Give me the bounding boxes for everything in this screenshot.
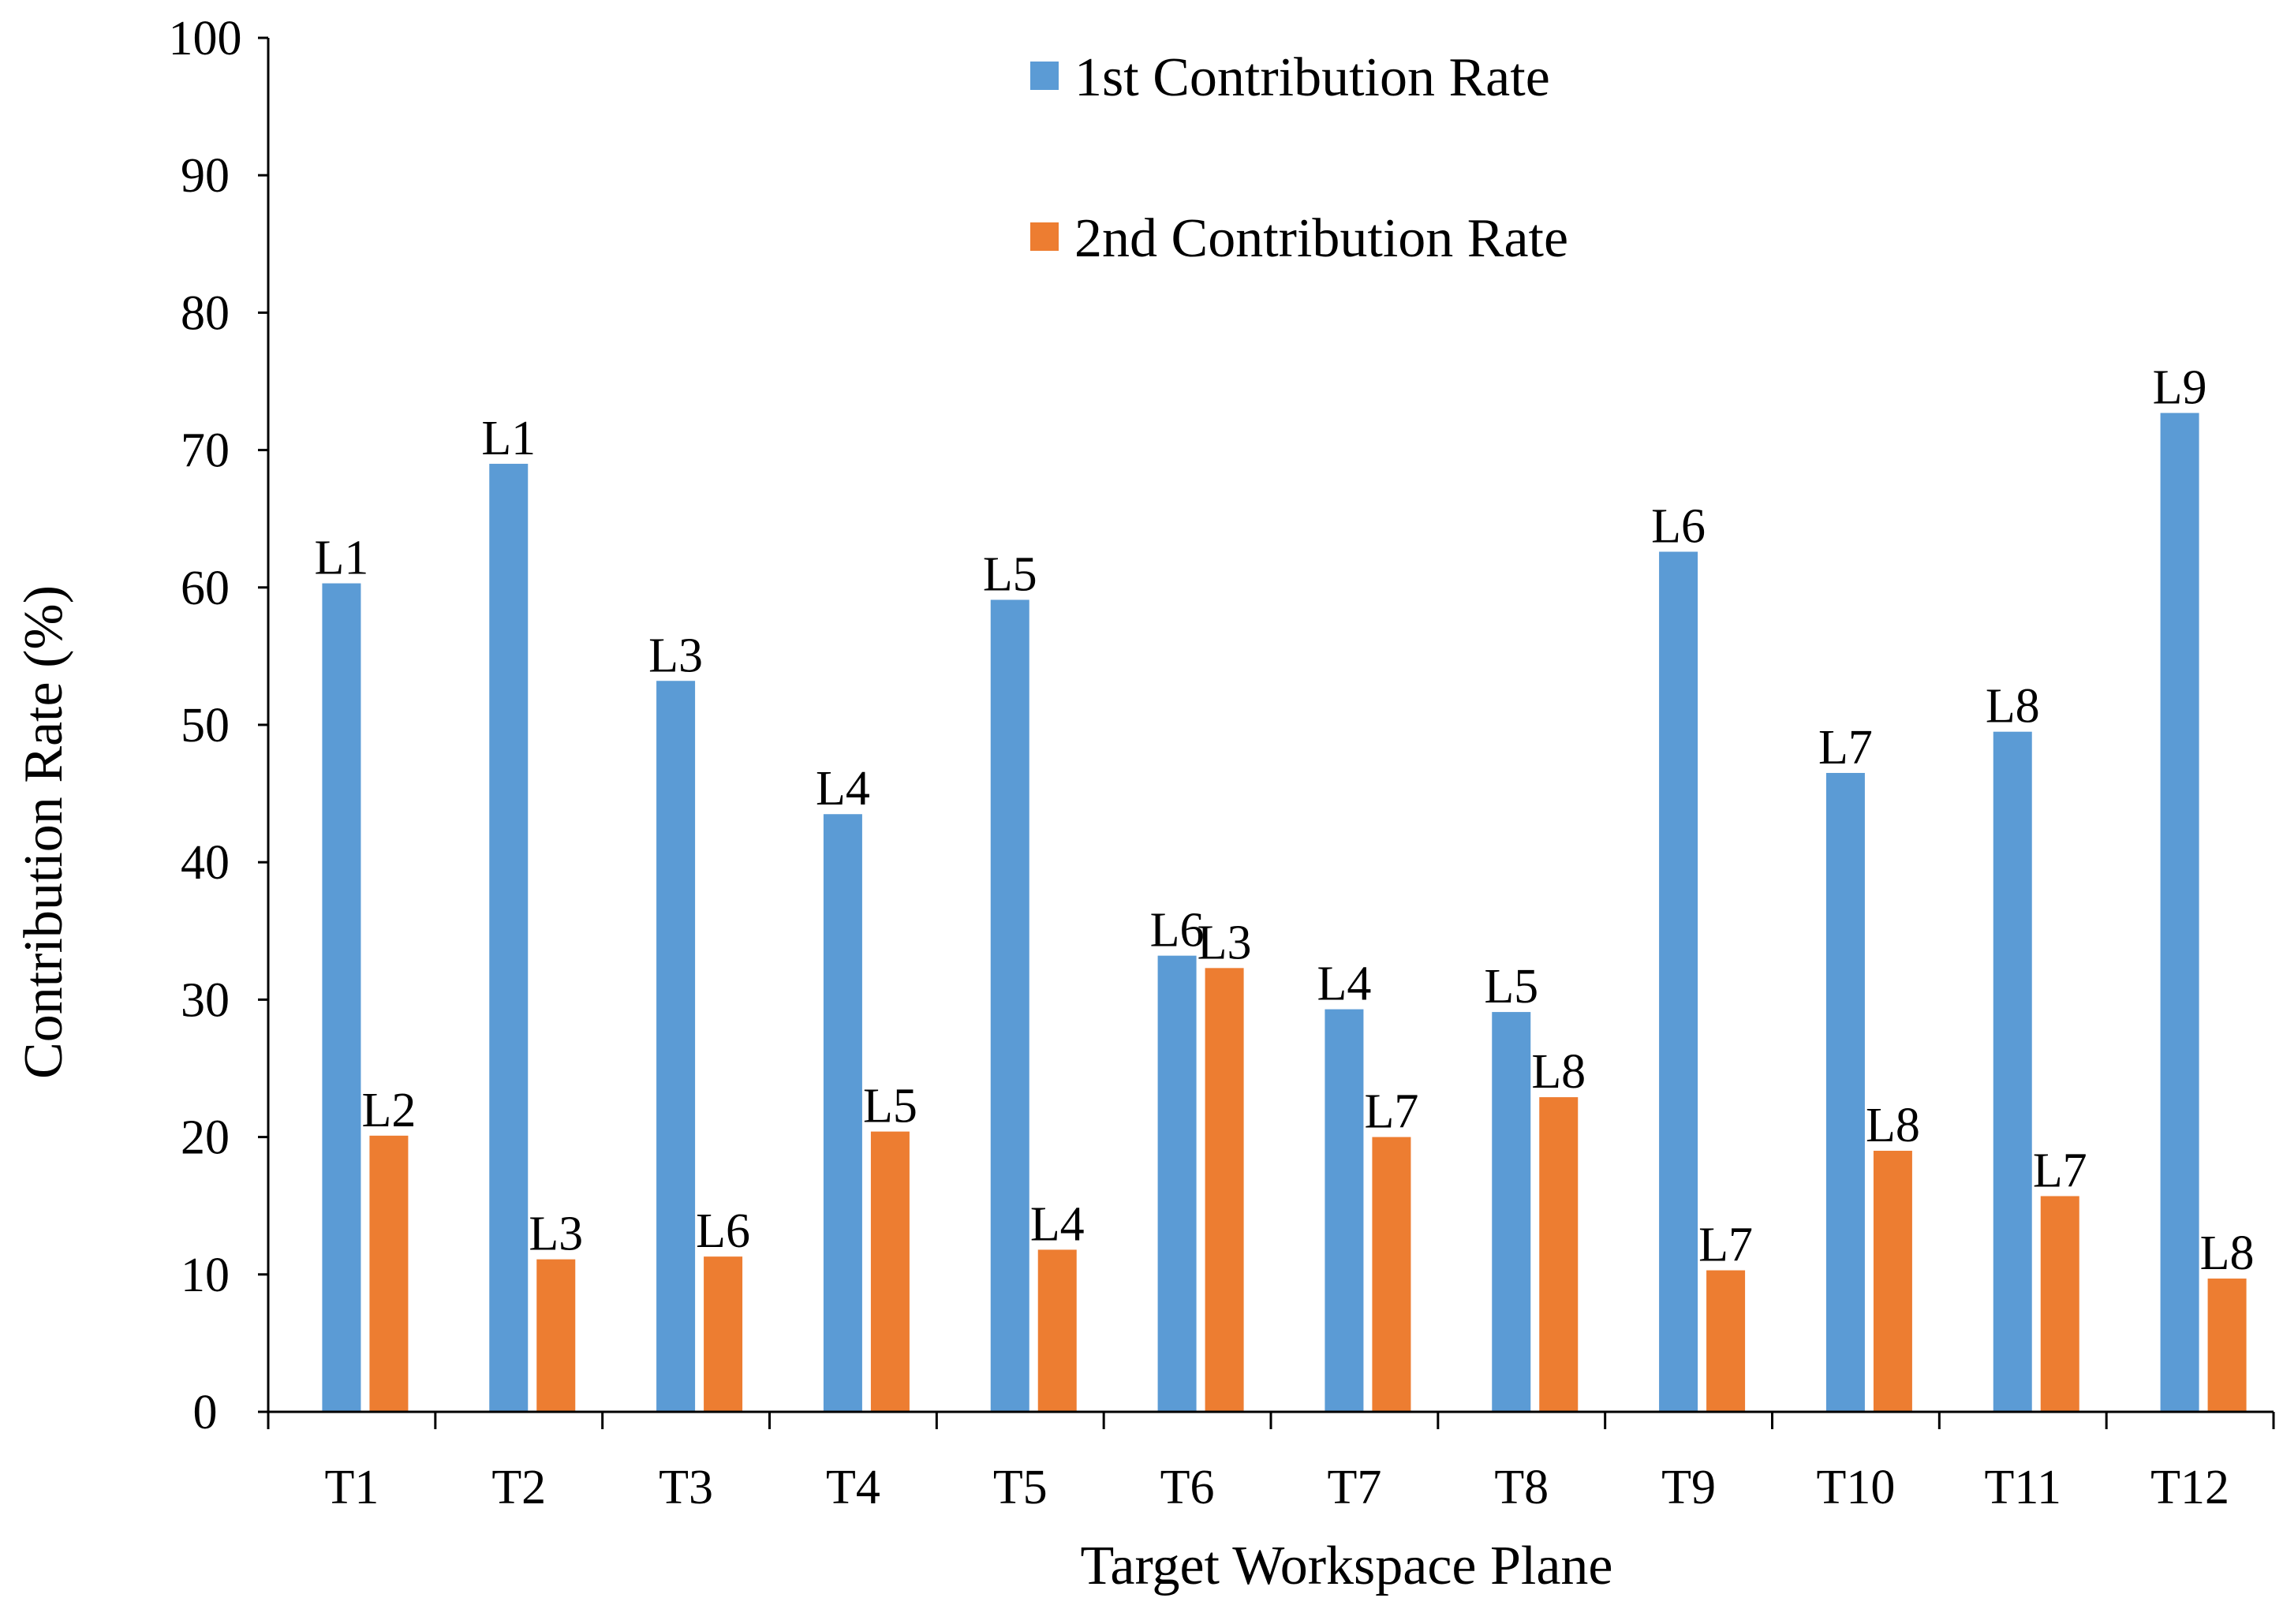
bar-2nd-rate-t1: [369, 1135, 409, 1412]
bar-data-label: L3: [648, 629, 703, 682]
bar-data-label: L8: [2200, 1226, 2255, 1280]
bar-1st-rate-t12: [2160, 413, 2199, 1413]
bar-data-label: L4: [816, 762, 870, 816]
y-ticks: 0 10 20 30 40 50 60 70 80 90 100: [169, 12, 268, 1439]
bar-data-label: L5: [863, 1080, 917, 1133]
bar-1st-rate-t6: [1157, 955, 1197, 1412]
bar-2nd-rate-t7: [1372, 1137, 1411, 1412]
x-axis-title: Target Workspace Plane: [1081, 1536, 1613, 1596]
bar-1st-rate-t7: [1325, 1009, 1364, 1412]
bar-1st-rate-t1: [322, 583, 361, 1412]
bar-2nd-rate-t4: [870, 1131, 910, 1412]
bar-1st-rate-t9: [1659, 551, 1698, 1412]
bar-data-label: L6: [1150, 904, 1205, 958]
bar-2nd-rate-t6: [1205, 968, 1244, 1412]
bar-data-label: L3: [529, 1208, 583, 1261]
bar-1st-rate-t8: [1492, 1012, 1531, 1412]
x-tick-label: T1: [324, 1461, 379, 1514]
bar-2nd-rate-t9: [1706, 1270, 1746, 1412]
legend-label: 2nd Contribution Rate: [1074, 208, 1568, 269]
y-tick-label: 60: [181, 562, 230, 615]
bar-2nd-rate-t3: [704, 1256, 743, 1412]
bar-data-label: L4: [1030, 1197, 1085, 1251]
bar-1st-rate-t11: [1993, 731, 2032, 1412]
x-tick-label: T3: [659, 1461, 713, 1514]
legend-swatch: [1030, 222, 1059, 251]
bar-1st-rate-t3: [656, 681, 696, 1412]
bar-data-label: L5: [1484, 960, 1538, 1014]
bar-data-label: L6: [696, 1204, 750, 1258]
bar-2nd-rate-t12: [2207, 1279, 2247, 1412]
x-ticks: T1 T2 T3 T4 T5 T6 T7 T8 T9 T10 T11 T12: [267, 1412, 2275, 1514]
x-tick-label: T10: [1816, 1461, 1895, 1514]
y-tick-label: 30: [181, 973, 230, 1027]
bar-group: [322, 413, 2247, 1413]
bar-data-label: L7: [1364, 1085, 1418, 1139]
y-axis-title: Contribution Rate (%): [13, 585, 74, 1079]
bar-2nd-rate-t10: [1873, 1151, 1912, 1412]
x-tick-label: T6: [1160, 1461, 1215, 1514]
bar-1st-rate-t2: [489, 464, 529, 1412]
x-tick-label: T5: [993, 1461, 1048, 1514]
legend-swatch: [1030, 62, 1059, 90]
bar-2nd-rate-t2: [536, 1259, 576, 1412]
bar-1st-rate-t5: [990, 599, 1029, 1412]
bar-data-label: L4: [1317, 958, 1371, 1011]
x-tick-label: T11: [1984, 1461, 2061, 1514]
y-tick-label: 100: [169, 12, 242, 65]
bar-data-label: L6: [1651, 500, 1706, 554]
bar-data-label: L8: [1986, 680, 2040, 734]
y-tick-label: 0: [193, 1386, 218, 1439]
x-tick-label: T8: [1494, 1461, 1549, 1514]
bar-data-label: L8: [1531, 1045, 1586, 1099]
legend-label: 1st Contribution Rate: [1074, 47, 1550, 108]
bar-data-label: L1: [314, 532, 368, 585]
x-tick-label: T4: [826, 1461, 880, 1514]
bar-data-label: L2: [361, 1084, 416, 1137]
y-tick-label: 20: [181, 1111, 230, 1165]
bar-data-label: L1: [481, 412, 536, 465]
bar-data-label: L5: [983, 547, 1037, 601]
x-tick-label: T12: [2150, 1461, 2229, 1514]
bar-data-label: L9: [2153, 361, 2207, 415]
bar-data-label: L7: [1818, 721, 1873, 775]
y-tick-label: 80: [181, 286, 230, 340]
x-tick-label: T2: [491, 1461, 546, 1514]
y-tick-label: 10: [181, 1249, 230, 1302]
bar-2nd-rate-t11: [2040, 1196, 2079, 1412]
y-tick-label: 40: [181, 836, 230, 890]
legend: 1st Contribution Rate 2nd Contribution Ra…: [1030, 47, 1568, 269]
bar-data-label: L7: [2033, 1144, 2087, 1198]
x-tick-label: T9: [1661, 1461, 1716, 1514]
bar-1st-rate-t4: [823, 814, 862, 1412]
bar-data-label: L8: [1866, 1099, 1920, 1152]
bar-data-label: L7: [1698, 1219, 1753, 1272]
bar-2nd-rate-t5: [1037, 1249, 1077, 1412]
y-tick-label: 70: [181, 424, 230, 478]
bar-2nd-rate-t8: [1539, 1097, 1579, 1412]
y-tick-label: 50: [181, 699, 230, 752]
bar-data-label: L3: [1198, 916, 1252, 969]
x-tick-label: T7: [1327, 1461, 1381, 1514]
bar-1st-rate-t10: [1825, 772, 1865, 1412]
y-tick-label: 90: [181, 149, 230, 203]
